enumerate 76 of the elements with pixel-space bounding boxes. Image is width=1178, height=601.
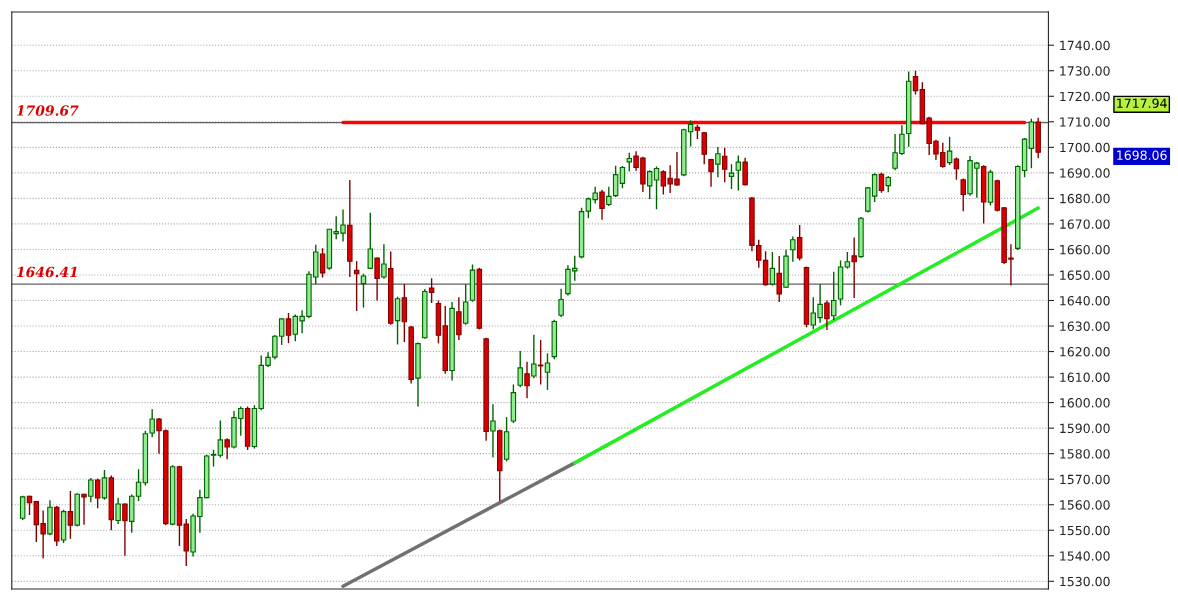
- candlestick: [824, 299, 830, 331]
- text: 1717.94: [1117, 98, 1167, 108]
- candlestick: [401, 283, 408, 343]
- y-tick-label: 1550.00: [1060, 525, 1110, 536]
- candlestick: [19, 495, 26, 521]
- candlestick: [701, 131, 707, 165]
- y-tick-label: 1650.00: [1060, 270, 1110, 280]
- candlestick: [728, 163, 735, 190]
- candlestick: [428, 277, 435, 304]
- candlestick: [537, 339, 544, 386]
- y-tick-label: 1580.00: [1060, 449, 1110, 459]
- y-tick-label: 1740.00: [1060, 40, 1110, 51]
- candlestick: [851, 236, 857, 299]
- candlestick: [81, 493, 87, 526]
- candlestick: [94, 477, 101, 510]
- candlestick: [626, 151, 633, 173]
- candlestick: [796, 224, 803, 262]
- candlestick: [830, 270, 837, 321]
- y-tick-label: 1730.00: [1060, 66, 1110, 76]
- candlestick: [619, 165, 626, 189]
- candlestick: [612, 165, 619, 198]
- candlestick: [606, 185, 612, 207]
- candlestick: [776, 255, 782, 303]
- y-tick-label: 1670.00: [1060, 219, 1110, 229]
- y-tick-label: 1530.00: [1060, 576, 1110, 587]
- y-tick-label: 1610.00: [1060, 372, 1110, 383]
- candlestick: [524, 361, 530, 399]
- text: 1698.06: [1117, 150, 1167, 160]
- y-tick-label: 1590.00: [1060, 423, 1110, 434]
- candlestick: [531, 334, 537, 380]
- y-tick-label: 1720.00: [1060, 91, 1110, 102]
- y-tick-label: 1620.00: [1060, 347, 1110, 357]
- candlestick: [122, 502, 128, 557]
- candlestick: [224, 437, 230, 460]
- candlestick: [721, 147, 728, 183]
- y-tick-label: 1700.00: [1060, 142, 1110, 153]
- candlestick: [544, 352, 551, 391]
- candlestick: [769, 251, 776, 287]
- candlestick: [217, 419, 224, 459]
- candlestick: [394, 295, 401, 346]
- candlestick: [319, 247, 326, 279]
- candlestick: [708, 158, 714, 188]
- candlestick: [285, 312, 292, 344]
- candlestick: [960, 177, 966, 212]
- y-tick-label: 1690.00: [1060, 168, 1110, 178]
- candlestick: [462, 283, 469, 326]
- candlestick: [790, 235, 796, 263]
- candlestick: [67, 490, 74, 540]
- candlestick: [878, 172, 885, 194]
- y-tick-label: 1600.00: [1060, 398, 1110, 408]
- y-tick-label: 1540.00: [1060, 551, 1110, 561]
- candlestick: [599, 189, 605, 221]
- candlestick: [912, 70, 919, 96]
- y-tick-label: 1630.00: [1060, 321, 1110, 331]
- candlestick: [490, 403, 496, 459]
- ref-line-label: 1709.67: [16, 105, 79, 116]
- candlestick: [558, 288, 564, 318]
- candlestick: [367, 211, 374, 270]
- candlestick: [456, 296, 462, 341]
- candlestick: [517, 350, 523, 388]
- ref-line-label: 1646.41: [16, 266, 77, 278]
- candlestick: [88, 477, 94, 503]
- candlestick: [101, 469, 108, 501]
- candlestick: [742, 157, 748, 187]
- candlestick: [715, 146, 721, 178]
- candlestick: [374, 256, 380, 302]
- y-tick-label: 1660.00: [1060, 244, 1110, 255]
- y-tick-label: 1560.00: [1060, 500, 1110, 510]
- y-tick-label: 1570.00: [1060, 474, 1110, 485]
- y-tick-label: 1680.00: [1060, 193, 1110, 204]
- candlestick: [735, 154, 742, 192]
- y-tick-label: 1640.00: [1060, 295, 1110, 306]
- y-tick-label: 1710.00: [1060, 117, 1110, 127]
- candlestick: [360, 272, 367, 309]
- candlestick: [115, 497, 121, 525]
- candlestick: [381, 243, 387, 280]
